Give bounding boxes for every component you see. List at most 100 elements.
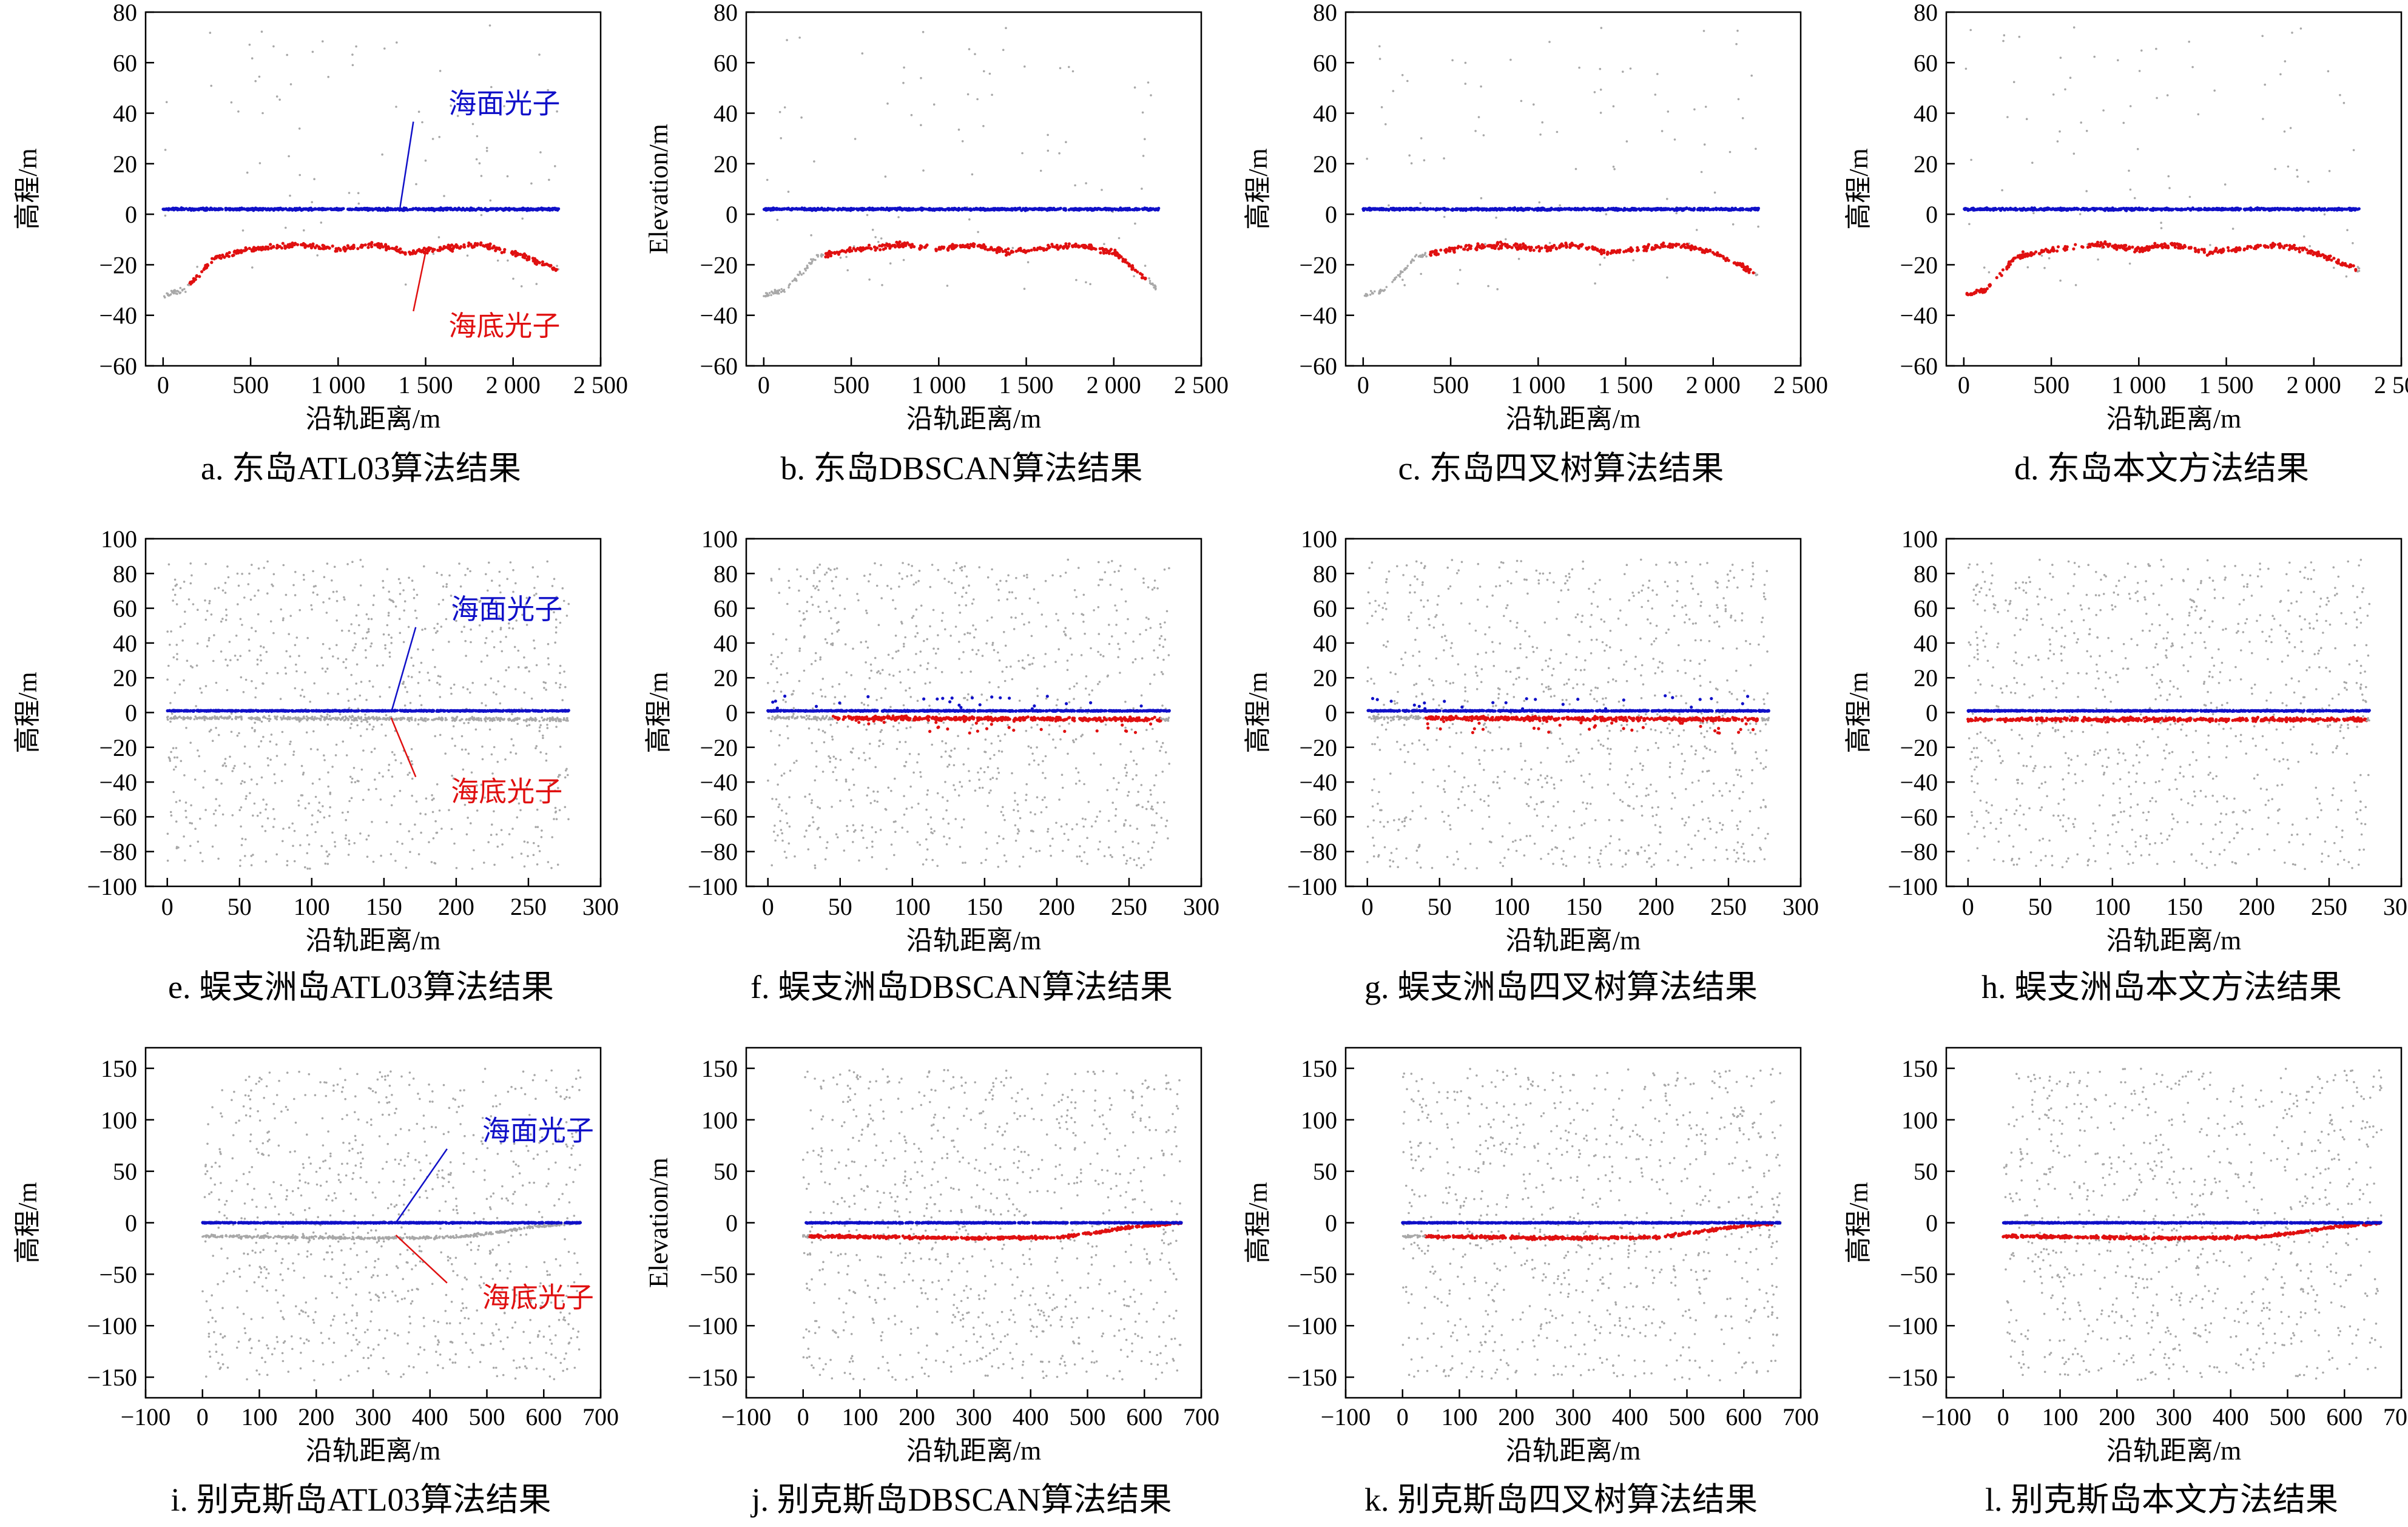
seafloor-photon (2102, 246, 2105, 249)
noise-photon (1626, 140, 1628, 143)
surface-photon (384, 209, 387, 212)
seafloor-photon (2139, 249, 2142, 252)
seafloor-photon (404, 251, 407, 254)
surface-photon (1976, 207, 1979, 211)
surface-photon (1436, 208, 1439, 211)
surface-photon (2145, 207, 2148, 211)
seafloor-photon (280, 246, 283, 249)
noise-photon (1423, 159, 1426, 161)
surface-photon (1757, 207, 1760, 210)
seafloor-photon (2288, 248, 2291, 251)
noise-photon (1027, 261, 1030, 263)
seafloor-photon (1701, 251, 1704, 254)
seafloor-photon (1496, 241, 1499, 244)
surface-photon (1505, 208, 1508, 211)
seafloor-photon (2194, 250, 2197, 253)
noise-photon (1674, 138, 1676, 141)
seafloor-photon (352, 244, 355, 247)
seafloor-photon (904, 243, 907, 246)
surface-photon (2132, 209, 2135, 212)
seafloor-photon (1036, 246, 1039, 249)
seafloor-photon (1747, 269, 1750, 272)
seafloor-photon (538, 261, 541, 264)
noise-photon (396, 41, 398, 44)
noise-photon (787, 190, 790, 193)
surface-photon (1963, 207, 1966, 211)
noise-photon (804, 268, 806, 270)
surface-photon (334, 207, 337, 211)
noise-photon (2339, 94, 2341, 96)
noise-photon (1401, 271, 1404, 273)
noise-photon (845, 256, 848, 258)
seafloor-photon (1533, 249, 1536, 252)
surface-photon (521, 208, 524, 211)
noise-photon (1148, 277, 1150, 280)
seafloor-photon (829, 251, 832, 254)
surface-photon (444, 207, 447, 210)
seafloor-photon (2072, 248, 2075, 251)
surface-photon (1405, 207, 1408, 211)
seafloor-photon (1047, 244, 1050, 247)
surface-photon (833, 207, 836, 211)
noise-photon (246, 172, 249, 174)
noise-photon (433, 253, 435, 255)
surface-photon (2149, 208, 2152, 211)
noise-photon (2097, 258, 2099, 261)
surface-photon (1498, 207, 1501, 210)
noise-photon (278, 99, 281, 101)
noise-photon (1047, 150, 1050, 152)
noise-photon (794, 277, 797, 280)
noise-photon (1666, 198, 1668, 200)
seafloor-photon (1636, 246, 1639, 249)
seafloor-photon (1616, 249, 1619, 252)
noise-photon (1047, 134, 1049, 137)
noise-photon (2327, 70, 2330, 73)
noise-photon (298, 174, 301, 177)
seafloor-photon (2253, 247, 2256, 250)
noise-photon (390, 853, 393, 855)
noise-photon (1379, 58, 1381, 60)
seafloor-photon (1519, 243, 1522, 246)
surface-photon (957, 207, 960, 210)
noise-photon (170, 294, 172, 296)
seafloor-photon (195, 274, 198, 277)
seafloor-photon (1528, 248, 1531, 251)
x-tick-label: 2 000 (486, 371, 541, 399)
noise-photon (521, 218, 524, 220)
seafloor-photon (2115, 248, 2118, 251)
surface-photon (2319, 208, 2322, 211)
x-tick-label: 0 (1958, 371, 1970, 399)
noise-photon (811, 260, 814, 263)
y-tick-label: 80 (1914, 0, 1938, 26)
surface-photon (2142, 207, 2145, 211)
seafloor-photon (488, 247, 491, 250)
surface-photon (917, 208, 920, 211)
seafloor-photon (2118, 246, 2121, 249)
noise-photon (1371, 292, 1374, 294)
seafloor-photon (1105, 248, 1108, 251)
seafloor-photon (2040, 251, 2043, 254)
noise-photon (215, 682, 218, 684)
noise-photon (268, 720, 271, 723)
x-tick-label: 1 500 (999, 371, 1054, 399)
seafloor-photon (1088, 243, 1091, 246)
seafloor-photon (421, 249, 424, 252)
surface-photon (2076, 207, 2079, 211)
surface-photon (404, 208, 407, 211)
surface-photon (430, 208, 433, 211)
seafloor-photon (955, 244, 958, 247)
seafloor-photon (2091, 243, 2094, 246)
seafloor-photon (1708, 249, 1712, 252)
noise-photon (920, 77, 922, 79)
noise-photon (2006, 116, 2009, 118)
noise-photon (779, 111, 781, 113)
noise-photon (792, 280, 794, 283)
surface-photon (2157, 207, 2160, 211)
x-tick-label: 1 000 (1511, 371, 1565, 399)
seafloor-photon (225, 253, 228, 256)
noise-photon (2155, 48, 2157, 50)
noise-photon (797, 274, 799, 276)
seafloor-photon (348, 246, 351, 249)
noise-photon (911, 114, 913, 116)
seafloor-photon (1722, 255, 1725, 258)
